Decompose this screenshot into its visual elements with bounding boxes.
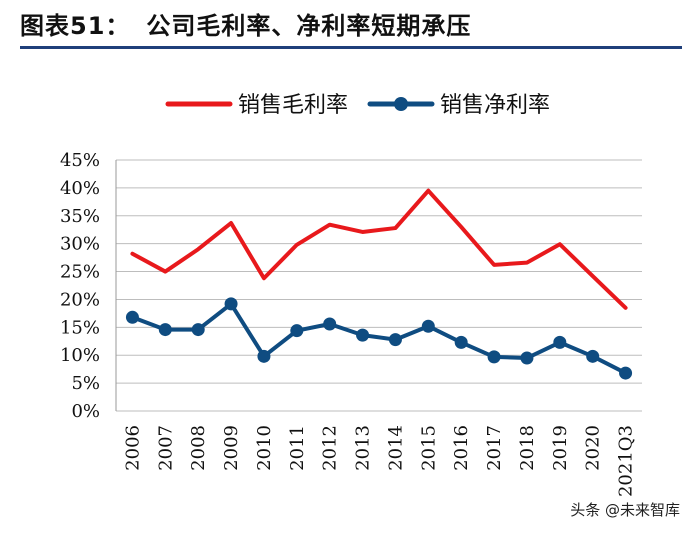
x-tick-label: 2017 [484, 425, 505, 471]
data-point [487, 350, 501, 364]
x-tick-label: 2011 [287, 425, 308, 471]
x-tick-label: 2021Q3 [616, 425, 637, 497]
data-point [356, 328, 370, 342]
legend-label: 销售毛利率 [238, 93, 348, 118]
watermark: 头条 @未来智库 [564, 497, 686, 522]
x-tick-label: 2015 [418, 425, 439, 471]
data-point [553, 335, 567, 349]
x-tick-label: 2016 [451, 425, 472, 471]
y-tick-label: 45% [60, 150, 100, 171]
x-axis-ticks: 2006 2007 2008 2009 2010 2011 2012 2013 2014 2015… [122, 425, 636, 497]
legend-item: 销售毛利率 [165, 93, 348, 118]
data-point [257, 349, 271, 363]
legend-label: 销售净利率 [440, 93, 550, 118]
series-line [130, 188, 628, 310]
legend-item: 销售净利率 [367, 93, 550, 118]
title-divider [20, 46, 682, 49]
y-tick-label: 25% [60, 262, 100, 283]
data-point [454, 335, 468, 349]
data-point [125, 310, 139, 324]
data-point [290, 324, 304, 338]
y-tick-label: 20% [60, 289, 100, 310]
x-tick-label: 2012 [320, 425, 341, 471]
data-point [158, 323, 172, 337]
data-point [224, 297, 238, 311]
y-tick-label: 0% [71, 401, 100, 422]
legend-marker [394, 97, 408, 111]
chart-grid [115, 159, 642, 412]
chart-series [125, 188, 633, 380]
y-tick-label: 15% [60, 317, 100, 338]
x-tick-label: 2019 [550, 425, 571, 471]
y-tick-label: 35% [60, 206, 100, 227]
x-tick-label: 2007 [155, 425, 176, 471]
y-tick-label: 30% [60, 234, 100, 255]
y-tick-label: 40% [60, 178, 100, 199]
series-1 [130, 188, 628, 310]
figure-title: 图表51： 公司毛利率、净利率短期承压 [20, 6, 471, 41]
x-tick-label: 2020 [583, 425, 604, 471]
data-point [191, 323, 205, 337]
data-point [421, 319, 435, 333]
y-axis-ticks: 0% 5% 10% 15% 20% 25% 30% 35% 40% 45% [60, 150, 100, 422]
data-point [619, 366, 633, 380]
y-tick-label: 5% [71, 373, 100, 394]
series-line [130, 301, 628, 376]
figure-title-text: 公司毛利率、净利率短期承压 [146, 12, 472, 40]
chart-legend: 销售毛利率 销售净利率 [165, 93, 550, 118]
x-tick-label: 2014 [385, 425, 406, 471]
x-tick-label: 2018 [517, 425, 538, 471]
x-tick-label: 2009 [221, 425, 242, 471]
x-tick-label: 2006 [122, 425, 143, 471]
x-tick-label: 2013 [353, 425, 374, 471]
x-tick-label: 2010 [254, 425, 275, 471]
data-point [520, 351, 534, 365]
series-2 [125, 297, 633, 380]
y-tick-label: 10% [60, 345, 100, 366]
data-point [323, 317, 337, 331]
data-point [388, 333, 402, 347]
figure-label: 图表51： [20, 12, 131, 40]
data-point [586, 349, 600, 363]
x-tick-label: 2008 [188, 425, 209, 471]
